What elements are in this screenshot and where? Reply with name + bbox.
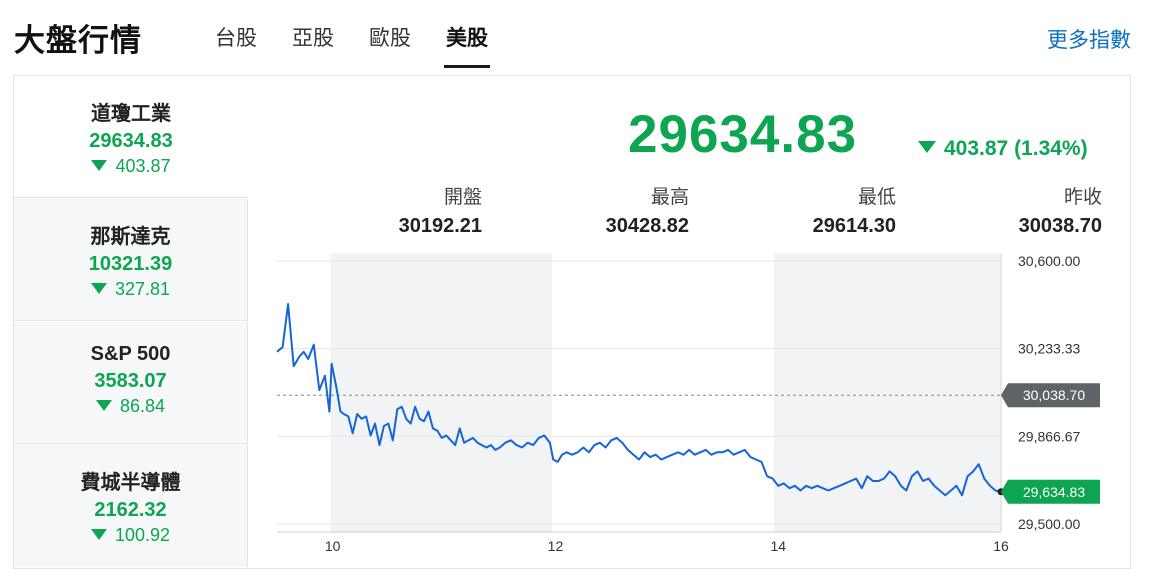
x-tick-label: 10 — [325, 538, 341, 554]
index-change-value: 100.92 — [114, 525, 171, 545]
index-name: 道瓊工業 — [91, 103, 171, 125]
index-change: 100.92 — [14, 525, 247, 546]
index-price: 2162.32 — [94, 499, 167, 521]
index-change: 403.87 — [14, 156, 248, 177]
index-item-sox[interactable]: 費城半導體 2162.32 100.92 — [14, 445, 248, 567]
y-tick-label: 30,233.33 — [1018, 341, 1080, 357]
index-item-dow[interactable]: 道瓊工業 29634.83 403.87 — [14, 76, 248, 198]
index-change-value: 403.87 — [115, 156, 171, 176]
stat-label: 最高 — [650, 187, 689, 208]
price-line — [276, 303, 1002, 497]
x-tick-label: 16 — [993, 538, 1009, 554]
page-title: 大盤行情 — [14, 23, 142, 58]
y-tick-label: 29,500.00 — [1018, 516, 1080, 532]
down-triangle-icon — [91, 160, 108, 171]
down-triangle-icon — [90, 529, 107, 540]
prev-close-label-box — [1001, 383, 1100, 408]
stat-value: 29614.30 — [812, 215, 896, 237]
index-item-sp500[interactable]: S&P 500 3583.07 86.84 — [14, 322, 248, 444]
tab-us[interactable]: 美股 — [444, 22, 490, 68]
market-tabs: 台股 亞股 歐股 美股 — [215, 22, 490, 68]
prev-close-label-text: 30,038.70 — [1023, 387, 1085, 403]
tab-europe[interactable]: 歐股 — [369, 27, 411, 50]
index-price: 29634.83 — [89, 130, 173, 152]
last-price-label-box — [1001, 479, 1100, 504]
chart-shade-band — [330, 253, 553, 532]
stat-high: 最高 30428.82 — [539, 182, 689, 238]
y-tick-label: 29,866.67 — [1018, 428, 1080, 444]
index-name: S&P 500 — [90, 343, 171, 365]
down-triangle-icon — [95, 400, 112, 411]
x-tick-label: 14 — [770, 538, 786, 554]
stat-label: 開盤 — [443, 187, 482, 208]
index-item-nasdaq[interactable]: 那斯達克 10321.39 327.81 — [14, 199, 248, 321]
down-triangle-icon — [90, 283, 107, 294]
stat-open: 開盤 30192.21 — [332, 182, 482, 238]
stat-prev-close: 昨收 30038.70 — [952, 182, 1102, 238]
chart-shade-band — [773, 253, 1000, 532]
stat-low: 最低 29614.30 — [746, 182, 896, 238]
price-change: 403.87 (1.34%) — [918, 137, 1088, 161]
market-panel: 道瓊工業 29634.83 403.87 那斯達克 10321.39 327.8… — [13, 75, 1131, 569]
more-indices-link[interactable]: 更多指數 — [1047, 29, 1131, 52]
y-tick-label: 30,600.00 — [1018, 253, 1080, 269]
x-tick-label: 12 — [548, 538, 564, 554]
index-change-value: 86.84 — [119, 396, 166, 416]
stat-value: 30428.82 — [605, 215, 689, 237]
index-price: 10321.39 — [88, 253, 173, 275]
index-name: 那斯達克 — [90, 226, 171, 248]
stat-value: 30192.21 — [398, 215, 482, 237]
tab-asia[interactable]: 亞股 — [292, 27, 334, 50]
price-change-value: 403.87 (1.34%) — [944, 137, 1088, 160]
down-triangle-icon — [918, 141, 936, 153]
index-name: 費城半導體 — [80, 472, 181, 494]
index-sidebar: 道瓊工業 29634.83 403.87 那斯達克 10321.39 327.8… — [14, 76, 249, 569]
stat-label: 最低 — [857, 187, 896, 208]
current-price: 29634.83 — [628, 105, 858, 164]
last-price-label-text: 29,634.83 — [1023, 484, 1085, 500]
index-change: 86.84 — [14, 396, 247, 417]
index-price: 3583.07 — [94, 370, 167, 392]
index-change: 327.81 — [14, 279, 247, 300]
index-change-value: 327.81 — [114, 279, 171, 299]
tab-taiwan[interactable]: 台股 — [215, 27, 257, 50]
stat-label: 昨收 — [1063, 187, 1102, 208]
stat-value: 30038.70 — [1018, 215, 1102, 237]
